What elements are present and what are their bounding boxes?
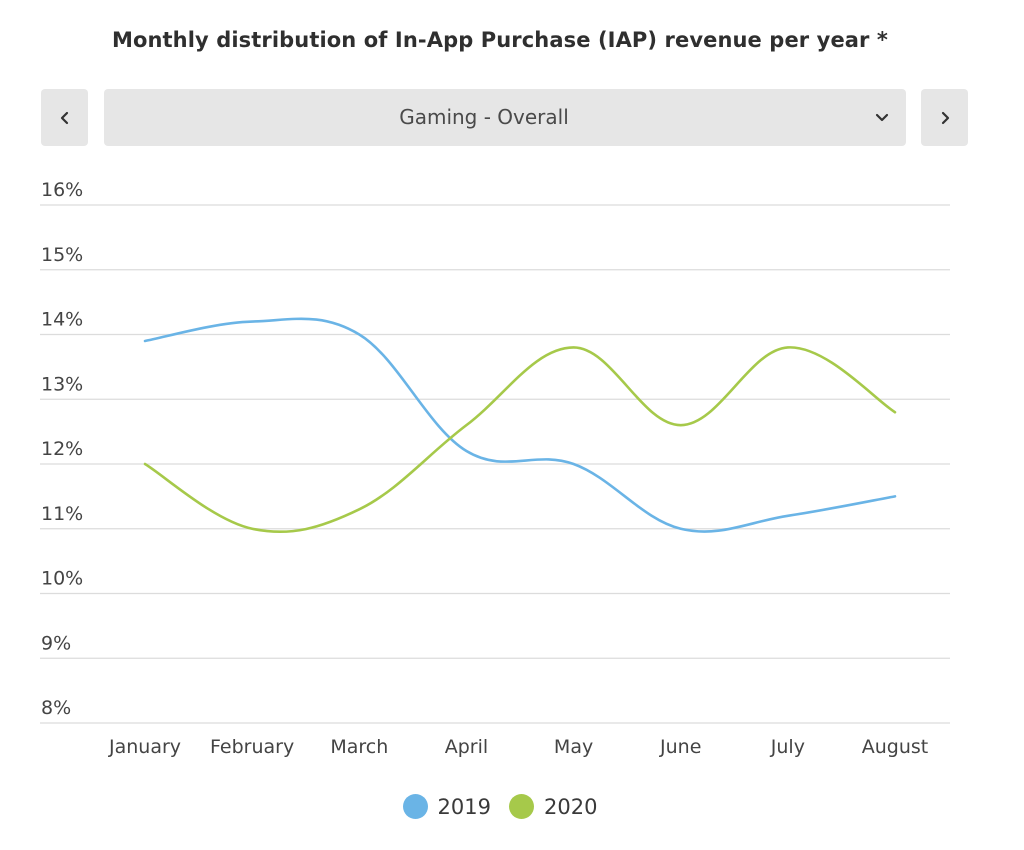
series-line-2019: [143, 317, 897, 533]
legend-item-2019[interactable]: 2019: [402, 794, 491, 819]
y-tick-label: 10%: [41, 568, 83, 590]
legend-item-2020[interactable]: 2020: [509, 794, 597, 819]
x-tick-label: February: [210, 736, 294, 758]
legend-label-2019: 2019: [437, 794, 491, 819]
x-tick-label: January: [108, 736, 181, 758]
chevron-right-icon: [941, 111, 949, 124]
y-tick-label: 9%: [41, 632, 71, 654]
x-tick-label: April: [445, 736, 488, 758]
y-tick-label: 14%: [41, 309, 83, 331]
legend-swatch-2020: [509, 794, 534, 819]
next-button[interactable]: [921, 89, 968, 146]
y-tick-label: 16%: [41, 179, 83, 201]
x-tick-label: August: [862, 736, 929, 758]
previous-button[interactable]: [41, 89, 88, 146]
chevron-left-icon: [60, 111, 68, 124]
x-tick-label: June: [659, 736, 701, 758]
x-tick-label: July: [770, 736, 805, 758]
chart-title: Monthly distribution of In-App Purchase …: [111, 28, 889, 52]
chart-legend: 2019 2020: [0, 794, 1000, 819]
y-tick-label: 15%: [41, 244, 83, 266]
legend-label-2020: 2020: [544, 794, 598, 819]
series-line-2020: [143, 346, 897, 534]
legend-swatch-2019: [402, 794, 428, 819]
chevron-down-icon: [875, 113, 889, 122]
y-tick-label: 11%: [41, 503, 83, 525]
y-tick-label: 12%: [41, 438, 83, 460]
x-tick-label: May: [554, 736, 593, 758]
y-tick-label: 13%: [41, 373, 83, 395]
x-tick-label: March: [330, 736, 388, 758]
y-tick-label: 8%: [41, 697, 71, 719]
category-select[interactable]: Gaming - Overall: [104, 89, 906, 146]
category-select-value: Gaming - Overall: [399, 105, 569, 129]
